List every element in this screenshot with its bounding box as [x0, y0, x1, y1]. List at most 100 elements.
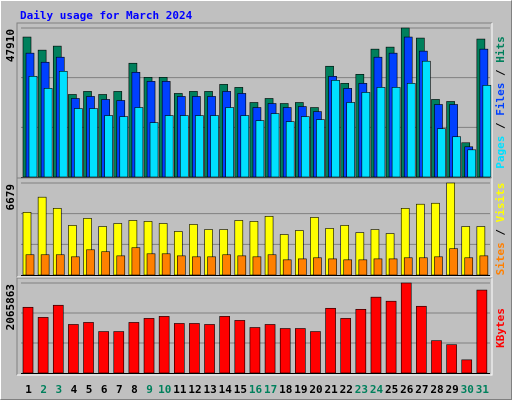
bar	[176, 255, 186, 276]
legend-entry: KBytes	[494, 308, 507, 348]
x-tick-label: 31	[476, 383, 490, 396]
bar	[434, 256, 443, 276]
bar	[222, 254, 231, 276]
x-tick-label: 10	[158, 383, 171, 396]
bar	[452, 136, 461, 178]
bar	[328, 258, 337, 276]
bar	[252, 256, 262, 276]
bar	[204, 324, 215, 374]
x-tick-label: 26	[400, 383, 414, 396]
legend: Sites / Visits	[494, 183, 507, 276]
x-tick-label: 15	[234, 383, 247, 396]
bar	[37, 317, 49, 374]
bar	[313, 257, 322, 276]
x-tick-label: 3	[56, 383, 63, 396]
bar	[464, 257, 474, 276]
x-tick-label: 17	[264, 383, 277, 396]
bar	[28, 76, 38, 178]
x-tick-label: 24	[370, 383, 384, 396]
bar	[71, 256, 80, 276]
bar	[431, 340, 442, 374]
bar	[331, 80, 340, 178]
x-tick-label: 18	[279, 383, 292, 396]
bar	[74, 108, 83, 178]
x-tick-label: 23	[355, 383, 368, 396]
bar	[210, 115, 219, 178]
bar	[340, 318, 352, 374]
bar	[40, 254, 50, 276]
bar	[476, 289, 488, 374]
bar	[282, 259, 292, 276]
bar	[158, 316, 170, 374]
bar	[391, 87, 401, 178]
x-tick-label: 21	[325, 383, 339, 396]
bar	[285, 121, 295, 178]
bar	[385, 300, 397, 374]
bar	[128, 322, 140, 374]
bar	[58, 70, 68, 178]
legend-entry: Pages	[494, 136, 507, 169]
x-tick-label: 28	[430, 383, 443, 396]
bar	[52, 304, 64, 374]
bar	[164, 115, 174, 178]
x-tick-label: 13	[203, 383, 216, 396]
bar	[43, 88, 53, 178]
bar	[68, 324, 79, 374]
bar	[376, 87, 386, 178]
x-tick-label: 12	[188, 383, 201, 396]
panel-edge-dark	[16, 177, 492, 277]
legend-separator: /	[494, 63, 507, 83]
y-tick-label: 47910	[4, 29, 17, 62]
bar	[89, 108, 98, 178]
y-tick-label: 6679	[4, 184, 17, 211]
bar	[86, 249, 95, 276]
panel-edge-dark	[16, 277, 492, 375]
panel-edge-dark	[16, 22, 492, 179]
legend-separator: /	[494, 222, 507, 242]
bar	[240, 115, 250, 178]
bar	[346, 102, 356, 178]
bar	[225, 107, 234, 178]
bar	[316, 119, 325, 178]
bar	[249, 327, 261, 374]
bar	[479, 255, 489, 276]
legend-entry: Files	[494, 83, 507, 116]
bar	[116, 255, 126, 276]
bar	[373, 258, 383, 276]
x-tick-label: 11	[173, 383, 187, 396]
bar	[467, 149, 477, 178]
bar	[104, 115, 113, 178]
x-tick-label: 16	[249, 383, 263, 396]
bar	[98, 331, 109, 374]
x-tick-label: 25	[385, 383, 398, 396]
bar	[422, 60, 431, 178]
bar	[161, 253, 171, 276]
x-tick-label: 2	[40, 383, 47, 396]
chart-title: Daily usage for March 2024	[20, 9, 193, 22]
bar	[134, 107, 144, 178]
panel-edge-light	[17, 178, 493, 278]
bar	[237, 255, 247, 276]
legend-entry: Visits	[494, 183, 507, 223]
bar	[119, 116, 129, 178]
bar	[195, 115, 204, 178]
bar	[207, 256, 216, 276]
x-tick-label: 7	[116, 383, 123, 396]
bar	[131, 247, 141, 276]
x-tick-label: 27	[415, 383, 428, 396]
legend-entry: Hits	[494, 36, 507, 63]
bar	[403, 257, 413, 276]
x-tick-label: 30	[461, 383, 474, 396]
bar	[295, 328, 306, 374]
x-tick-label: 4	[71, 383, 78, 396]
x-tick-label: 22	[340, 383, 353, 396]
x-tick-label: 8	[131, 383, 138, 396]
x-tick-label: 19	[294, 383, 307, 396]
bar	[437, 128, 446, 178]
legend: KBytes	[494, 308, 507, 348]
legend-entry: Sites	[494, 242, 507, 275]
bar	[358, 259, 368, 276]
bar	[343, 259, 353, 276]
bar	[173, 323, 185, 374]
